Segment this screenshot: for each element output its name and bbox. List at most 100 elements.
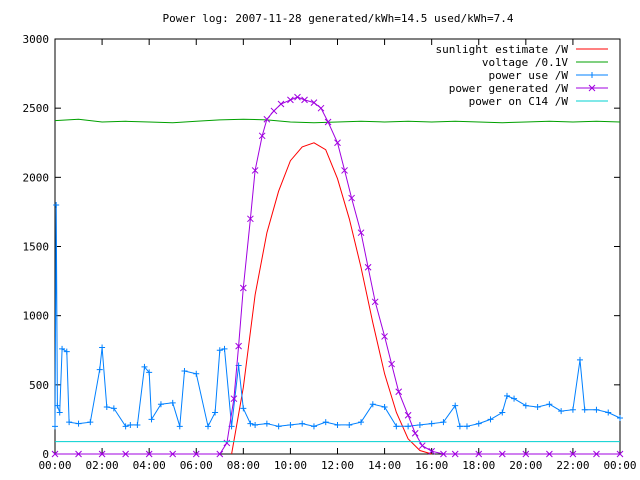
data-point-power-generated-w: [411, 429, 419, 437]
data-point-power-generated-w: [324, 118, 332, 126]
data-point-power-generated-w: [593, 450, 600, 458]
x-tick-label: 04:00: [133, 459, 166, 472]
data-point-power-use-w: [275, 423, 282, 430]
data-point-power-use-w: [504, 392, 510, 399]
data-point-power-use-w: [358, 419, 365, 426]
x-tick-label: 14:00: [368, 459, 401, 472]
data-point-power-use-w: [96, 366, 103, 373]
data-point-power-use-w: [122, 423, 129, 430]
data-point-power-use-w: [193, 370, 200, 377]
x-tick-label: 00:00: [603, 459, 636, 472]
data-point-power-use-w: [593, 406, 600, 413]
data-point-power-use-w: [381, 403, 388, 410]
data-point-power-use-w: [63, 348, 70, 355]
legend-marker-power-use-w: [589, 72, 595, 78]
data-point-power-use-w: [212, 409, 219, 416]
data-point-power-use-w: [56, 409, 63, 416]
data-point-power-generated-w: [348, 194, 355, 202]
data-point-power-generated-w: [277, 100, 285, 108]
data-point-power-generated-w: [251, 167, 259, 174]
data-point-power-use-w: [263, 420, 270, 427]
data-point-power-use-w: [141, 363, 148, 370]
data-point-power-generated-w: [216, 450, 224, 458]
data-point-power-use-w: [240, 405, 247, 412]
data-point-power-use-w: [416, 421, 423, 428]
data-point-power-use-w: [127, 421, 134, 428]
series-line-sunlight-estimate-w: [231, 142, 432, 455]
data-point-power-generated-w: [341, 167, 348, 174]
legend-label-voltage-0-1v: voltage /0.1V: [482, 56, 568, 69]
series-line-power-generated-w: [55, 96, 620, 455]
y-tick-label: 500: [29, 379, 49, 392]
data-point-power-use-w: [511, 395, 518, 402]
data-point-power-generated-w: [51, 450, 59, 458]
data-point-power-generated-w: [364, 263, 372, 271]
data-point-power-use-w: [54, 402, 61, 409]
data-point-power-use-w: [75, 420, 82, 427]
data-point-power-use-w: [369, 401, 376, 408]
x-tick-label: 02:00: [86, 459, 119, 472]
data-point-power-generated-w: [317, 104, 325, 112]
data-point-power-generated-w: [247, 215, 254, 223]
data-point-power-generated-w: [223, 439, 231, 447]
data-point-power-generated-w: [546, 450, 553, 458]
data-point-power-generated-w: [75, 450, 82, 458]
data-point-power-generated-w: [287, 96, 294, 104]
data-point-power-use-w: [334, 421, 341, 428]
data-point-power-generated-w: [522, 450, 530, 458]
data-point-power-generated-w: [230, 395, 238, 403]
x-tick-label: 22:00: [556, 459, 589, 472]
legend-marker-power-generated-w: [588, 84, 596, 92]
data-point-power-use-w: [463, 423, 470, 430]
data-point-power-use-w: [605, 409, 612, 416]
y-tick-label: 3000: [23, 33, 50, 46]
data-point-power-use-w: [617, 415, 623, 422]
data-point-power-generated-w: [371, 298, 379, 306]
data-point-power-generated-w: [294, 93, 301, 101]
data-point-power-use-w: [52, 423, 58, 430]
legend-label-power-generated-w: power generated /W: [449, 82, 569, 95]
legend-label-power-on-c14-w: power on C14 /W: [469, 95, 569, 108]
data-point-power-use-w: [393, 423, 400, 430]
data-point-power-generated-w: [98, 450, 106, 458]
data-point-power-generated-w: [192, 450, 200, 458]
data-point-power-use-w: [157, 401, 164, 408]
legend-label-power-use-w: power use /W: [489, 69, 569, 82]
data-point-power-generated-w: [418, 442, 426, 450]
data-point-power-generated-w: [388, 360, 395, 368]
data-point-power-generated-w: [122, 450, 129, 458]
data-point-power-use-w: [322, 419, 329, 426]
data-point-power-use-w: [310, 423, 317, 430]
data-point-power-use-w: [59, 345, 66, 352]
y-tick-label: 2000: [23, 171, 50, 184]
x-tick-label: 18:00: [462, 459, 495, 472]
data-point-power-generated-w: [263, 115, 271, 123]
data-point-power-use-w: [522, 402, 529, 409]
data-point-power-use-w: [576, 356, 583, 363]
x-tick-label: 12:00: [321, 459, 354, 472]
data-point-power-generated-w: [428, 447, 436, 455]
data-point-power-use-w: [247, 420, 254, 427]
x-tick-label: 00:00: [38, 459, 71, 472]
data-point-power-use-w: [499, 409, 506, 416]
data-point-power-use-w: [440, 419, 447, 426]
data-point-power-use-w: [252, 421, 259, 428]
data-point-power-generated-w: [235, 342, 242, 350]
data-point-power-use-w: [205, 423, 212, 430]
data-point-power-generated-w: [310, 99, 318, 106]
data-point-power-use-w: [221, 345, 228, 352]
x-tick-label: 20:00: [509, 459, 542, 472]
data-point-power-generated-w: [395, 388, 403, 396]
data-point-power-generated-w: [451, 450, 459, 458]
data-point-power-generated-w: [440, 450, 447, 458]
data-point-power-use-w: [146, 369, 153, 376]
data-point-power-use-w: [428, 420, 435, 427]
data-point-power-use-w: [66, 419, 73, 426]
data-point-power-use-w: [569, 406, 576, 413]
data-point-power-use-w: [487, 416, 494, 423]
data-point-power-generated-w: [569, 450, 577, 458]
data-point-power-generated-w: [498, 450, 506, 458]
data-point-power-use-w: [169, 399, 176, 406]
